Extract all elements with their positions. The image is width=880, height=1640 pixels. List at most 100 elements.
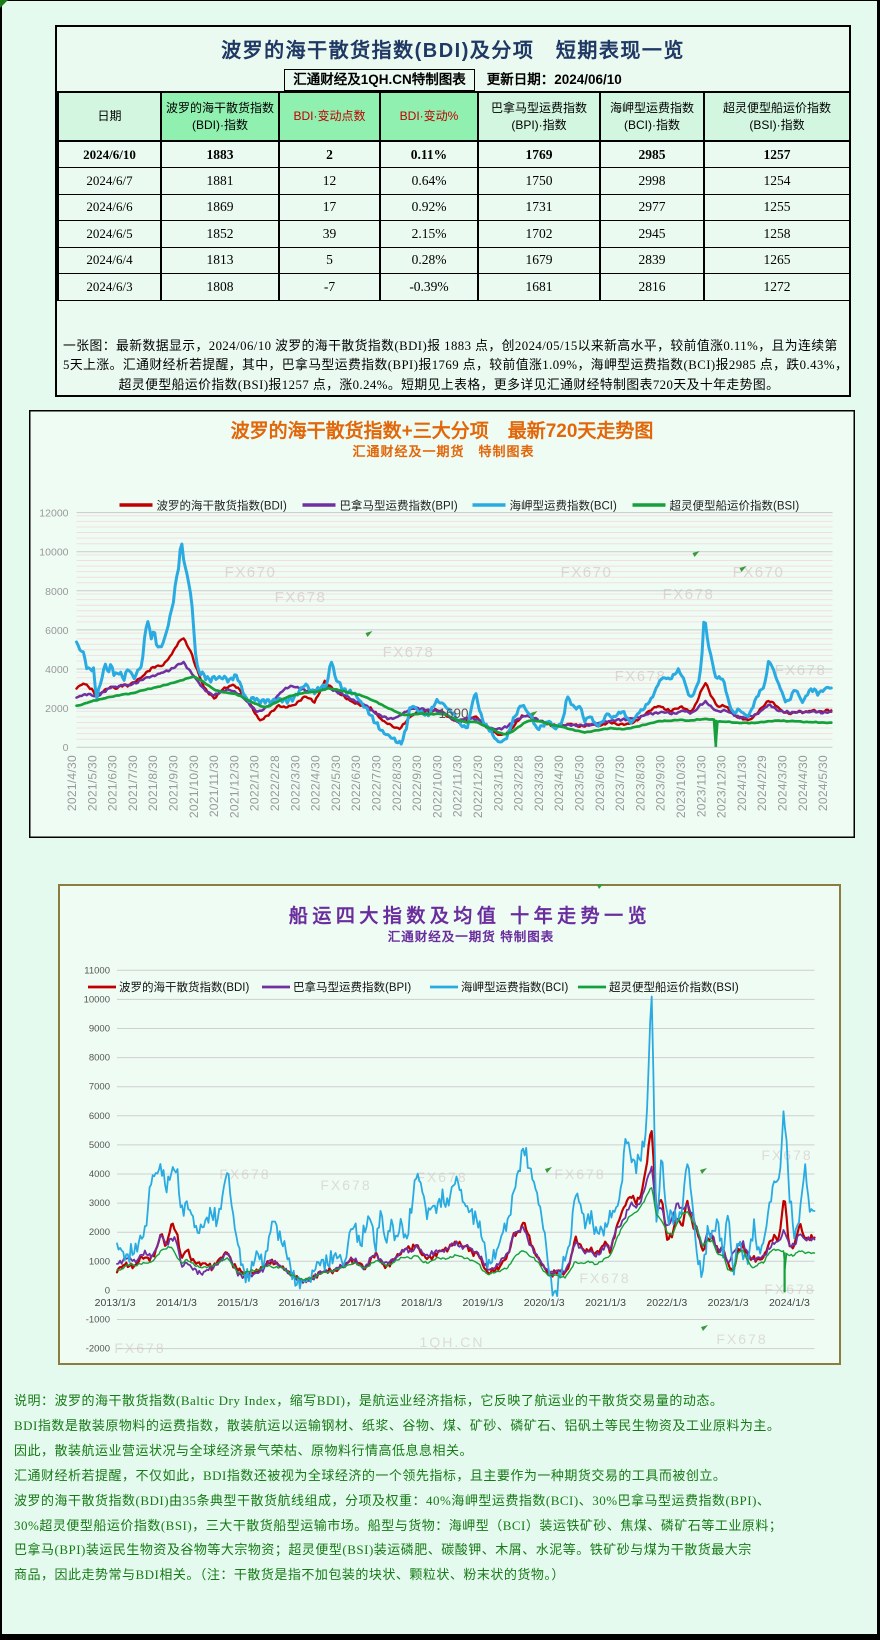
svg-text:FX678: FX678 (774, 662, 826, 679)
svg-text:波罗的海干散货指数(BDI): 波罗的海干散货指数(BDI) (156, 499, 286, 513)
svg-text:0: 0 (105, 1285, 110, 1296)
svg-text:10000: 10000 (84, 994, 110, 1005)
svg-text:8000: 8000 (89, 1053, 110, 1064)
svg-text:9000: 9000 (89, 1024, 110, 1035)
svg-text:1000: 1000 (89, 1256, 110, 1267)
svg-text:船运四大指数及均值 十年走势一览: 船运四大指数及均值 十年走势一览 (289, 904, 651, 927)
svg-text:超灵便型船运价指数(BSI): 超灵便型船运价指数(BSI) (609, 980, 739, 994)
svg-text:2021/5/30: 2021/5/30 (85, 755, 99, 811)
svg-text:3000: 3000 (89, 1198, 110, 1209)
svg-text:FX678: FX678 (764, 1281, 815, 1297)
svg-text:海岬型运费指数(BCI): 海岬型运费指数(BCI) (509, 499, 616, 513)
svg-text:7000: 7000 (89, 1082, 110, 1093)
svg-text:2021/11/30: 2021/11/30 (207, 755, 221, 817)
svg-text:6000: 6000 (45, 625, 69, 637)
svg-text:2022/9/30: 2022/9/30 (410, 755, 424, 811)
svg-text:2000: 2000 (89, 1227, 110, 1238)
svg-text:FX678: FX678 (579, 1270, 630, 1286)
svg-text:2020/1/3: 2020/1/3 (524, 1297, 565, 1309)
svg-text:FX678: FX678 (320, 1177, 371, 1193)
svg-text:2024/3/30: 2024/3/30 (775, 755, 789, 811)
svg-text:2022/7/30: 2022/7/30 (369, 755, 383, 811)
svg-text:2023/1/3: 2023/1/3 (708, 1297, 749, 1309)
svg-text:-1000: -1000 (86, 1315, 110, 1326)
svg-text:2023/10/30: 2023/10/30 (674, 755, 688, 818)
svg-text:1QH.CN: 1QH.CN (420, 1334, 485, 1350)
svg-text:2021/10/30: 2021/10/30 (186, 755, 200, 818)
svg-text:巴拿马型运费指数(BPI): 巴拿马型运费指数(BPI) (339, 499, 457, 513)
svg-text:2022/1/3: 2022/1/3 (646, 1297, 687, 1309)
svg-text:2024/4/30: 2024/4/30 (795, 755, 809, 811)
svg-text:5000: 5000 (89, 1140, 110, 1151)
svg-text:FX678: FX678 (716, 1331, 767, 1347)
svg-text:2017/1/3: 2017/1/3 (340, 1297, 381, 1309)
svg-text:2023/1/30: 2023/1/30 (491, 755, 505, 811)
svg-text:FX670: FX670 (732, 564, 784, 581)
svg-text:2023/7/30: 2023/7/30 (613, 755, 627, 811)
svg-text:2022/4/30: 2022/4/30 (308, 755, 322, 811)
svg-text:FX678: FX678 (554, 1166, 605, 1182)
svg-text:2023/11/30: 2023/11/30 (694, 755, 708, 817)
svg-text:FX678: FX678 (416, 1169, 467, 1185)
svg-text:FX678: FX678 (614, 668, 666, 685)
svg-text:8000: 8000 (45, 586, 69, 598)
svg-text:4000: 4000 (89, 1169, 110, 1180)
svg-text:2013/1/3: 2013/1/3 (95, 1297, 136, 1309)
svg-text:2018/1/3: 2018/1/3 (401, 1297, 442, 1309)
svg-text:FX678: FX678 (114, 1340, 165, 1356)
svg-text:2022/1/30: 2022/1/30 (247, 755, 261, 811)
svg-text:2021/7/30: 2021/7/30 (125, 755, 139, 811)
svg-text:2023/8/30: 2023/8/30 (633, 755, 647, 811)
svg-text:2014/1/3: 2014/1/3 (156, 1297, 197, 1309)
svg-text:2019/1/3: 2019/1/3 (462, 1297, 503, 1309)
svg-text:FX678: FX678 (382, 644, 434, 661)
svg-text:2022/5/30: 2022/5/30 (328, 755, 342, 811)
svg-text:1690: 1690 (438, 706, 468, 721)
svg-text:6000: 6000 (89, 1111, 110, 1122)
svg-text:2022/6/30: 2022/6/30 (349, 755, 363, 811)
svg-text:12000: 12000 (39, 508, 68, 520)
svg-text:波罗的海干散货指数(BDI): 波罗的海干散货指数(BDI) (119, 980, 249, 994)
svg-text:FX670: FX670 (560, 564, 612, 581)
svg-text:2022/2/28: 2022/2/28 (268, 755, 282, 811)
svg-text:2023/5/30: 2023/5/30 (572, 755, 586, 811)
svg-text:2021/12/30: 2021/12/30 (227, 755, 241, 818)
svg-text:2000: 2000 (45, 703, 69, 715)
svg-text:FX678: FX678 (219, 1166, 270, 1182)
svg-text:2022/10/30: 2022/10/30 (430, 755, 444, 818)
svg-text:汇通财经及一期货 特制图表: 汇通财经及一期货 特制图表 (388, 929, 554, 944)
svg-text:0: 0 (62, 742, 68, 754)
svg-text:2023/2/28: 2023/2/28 (511, 755, 525, 811)
svg-text:2022/11/30: 2022/11/30 (450, 755, 464, 817)
svg-text:2021/4/30: 2021/4/30 (65, 755, 79, 811)
svg-text:-2000: -2000 (86, 1344, 110, 1355)
svg-text:2021/1/3: 2021/1/3 (585, 1297, 626, 1309)
svg-text:2024/5/30: 2024/5/30 (816, 755, 830, 811)
svg-text:海岬型运费指数(BCI): 海岬型运费指数(BCI) (461, 980, 568, 994)
svg-text:2024/1/30: 2024/1/30 (734, 755, 748, 811)
svg-text:2015/1/3: 2015/1/3 (217, 1297, 258, 1309)
svg-text:2022/12/30: 2022/12/30 (471, 755, 485, 818)
svg-text:2023/9/30: 2023/9/30 (653, 755, 667, 811)
svg-text:2024/2/29: 2024/2/29 (755, 755, 769, 811)
svg-text:2023/3/30: 2023/3/30 (531, 755, 545, 811)
svg-text:4000: 4000 (45, 664, 69, 676)
svg-text:超灵便型船运价指数(BSI): 超灵便型船运价指数(BSI) (669, 499, 799, 513)
svg-text:FX678: FX678 (761, 1147, 812, 1163)
svg-text:FX678: FX678 (274, 589, 326, 606)
svg-text:2023/4/30: 2023/4/30 (552, 755, 566, 811)
svg-text:2023/6/30: 2023/6/30 (592, 755, 606, 811)
svg-text:波罗的海干散货指数+三大分项 最新720天走势图: 波罗的海干散货指数+三大分项 最新720天走势图 (230, 419, 653, 442)
svg-text:巴拿马型运费指数(BPI): 巴拿马型运费指数(BPI) (293, 980, 411, 994)
svg-text:2021/6/30: 2021/6/30 (105, 755, 119, 811)
svg-text:10000: 10000 (39, 547, 68, 559)
svg-text:2022/3/30: 2022/3/30 (288, 755, 302, 811)
svg-text:2023/12/30: 2023/12/30 (714, 755, 728, 818)
svg-text:2024/1/3: 2024/1/3 (769, 1297, 810, 1309)
svg-text:2016/1/3: 2016/1/3 (279, 1297, 320, 1309)
svg-text:汇通财经及一期货 特制图表: 汇通财经及一期货 特制图表 (352, 444, 534, 459)
svg-text:FX670: FX670 (224, 564, 276, 581)
svg-text:2021/8/30: 2021/8/30 (146, 755, 160, 811)
svg-text:11000: 11000 (84, 965, 110, 976)
svg-text:2022/8/30: 2022/8/30 (389, 755, 403, 811)
